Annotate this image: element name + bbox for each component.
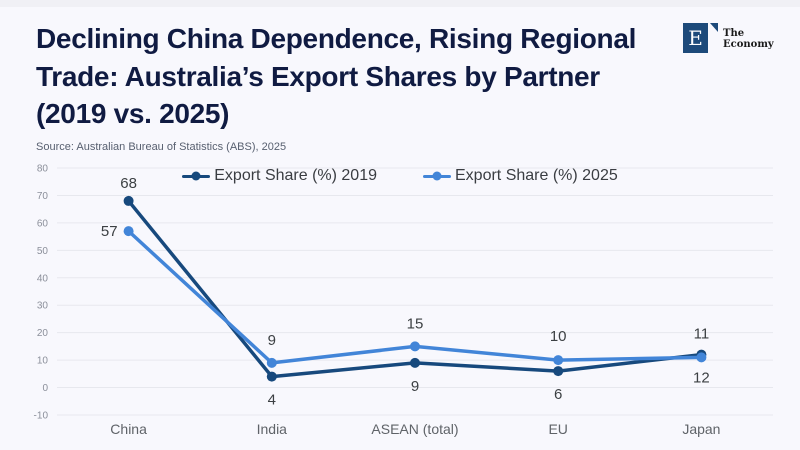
y-tick-label: 0	[42, 383, 48, 394]
data-point[interactable]	[266, 357, 277, 368]
brand-apostrophe-icon	[710, 23, 718, 32]
x-category-label: India	[257, 421, 288, 437]
data-label: 6	[554, 386, 562, 403]
y-tick-label: 10	[37, 356, 49, 367]
legend-item-2025[interactable]: Export Share (%) 2025	[423, 167, 618, 185]
data-point[interactable]	[696, 352, 707, 363]
data-label: 68	[120, 175, 137, 192]
data-label: 10	[550, 328, 567, 345]
y-tick-label: 20	[37, 328, 49, 339]
y-tick-label: 70	[37, 191, 49, 202]
data-point[interactable]	[553, 366, 564, 377]
data-point[interactable]	[553, 355, 564, 366]
x-category-label: China	[110, 421, 147, 437]
y-tick-label: 60	[37, 218, 49, 229]
data-label: 57	[101, 223, 118, 240]
brand-logo: E The Economy	[683, 23, 779, 53]
chart-canvas: 80 70 60 50 40 30 20 10 0 -10 China India ASEAN (tot…	[34, 164, 773, 437]
y-tick-label: -10	[34, 411, 49, 422]
legend-item-2019[interactable]: Export Share (%) 2019	[182, 167, 377, 185]
source-note: Source: Australian Bureau of Statistics …	[36, 141, 287, 153]
data-label: 15	[407, 315, 424, 332]
y-tick-label: 40	[37, 273, 49, 284]
chart-legend: Export Share (%) 2019 Export Share (%) 20…	[0, 166, 800, 186]
legend-label: Export Share (%) 2019	[214, 167, 377, 184]
line-chart: Export Share (%) 2019 Export Share (%) 20…	[0, 160, 800, 450]
legend-marker-icon	[423, 171, 451, 181]
legend-marker-icon	[182, 171, 211, 181]
brand-name: The Economy	[723, 28, 774, 50]
x-category-label: Japan	[682, 421, 720, 437]
data-label: 4	[268, 392, 276, 409]
data-label: 9	[268, 332, 276, 349]
y-tick-label: 50	[37, 246, 49, 257]
data-label: 12	[693, 370, 710, 387]
chart-title: Declining China Dependence, Rising Regio…	[36, 23, 637, 130]
brand-initial: E	[688, 26, 703, 50]
data-point[interactable]	[410, 341, 420, 352]
data-point[interactable]	[123, 195, 134, 206]
x-category-label: EU	[548, 421, 567, 437]
top-band	[0, 0, 800, 7]
brand-logo-square: E	[683, 23, 708, 53]
data-label: 11	[694, 325, 710, 342]
y-tick-label: 30	[37, 301, 49, 312]
data-point[interactable]	[266, 371, 277, 382]
data-label: 9	[411, 378, 419, 395]
data-point[interactable]	[410, 357, 420, 368]
legend-label: Export Share (%) 2025	[455, 167, 618, 184]
x-category-label: ASEAN (total)	[371, 421, 458, 437]
data-point[interactable]	[123, 226, 134, 237]
y-tick-label: 80	[37, 164, 49, 175]
